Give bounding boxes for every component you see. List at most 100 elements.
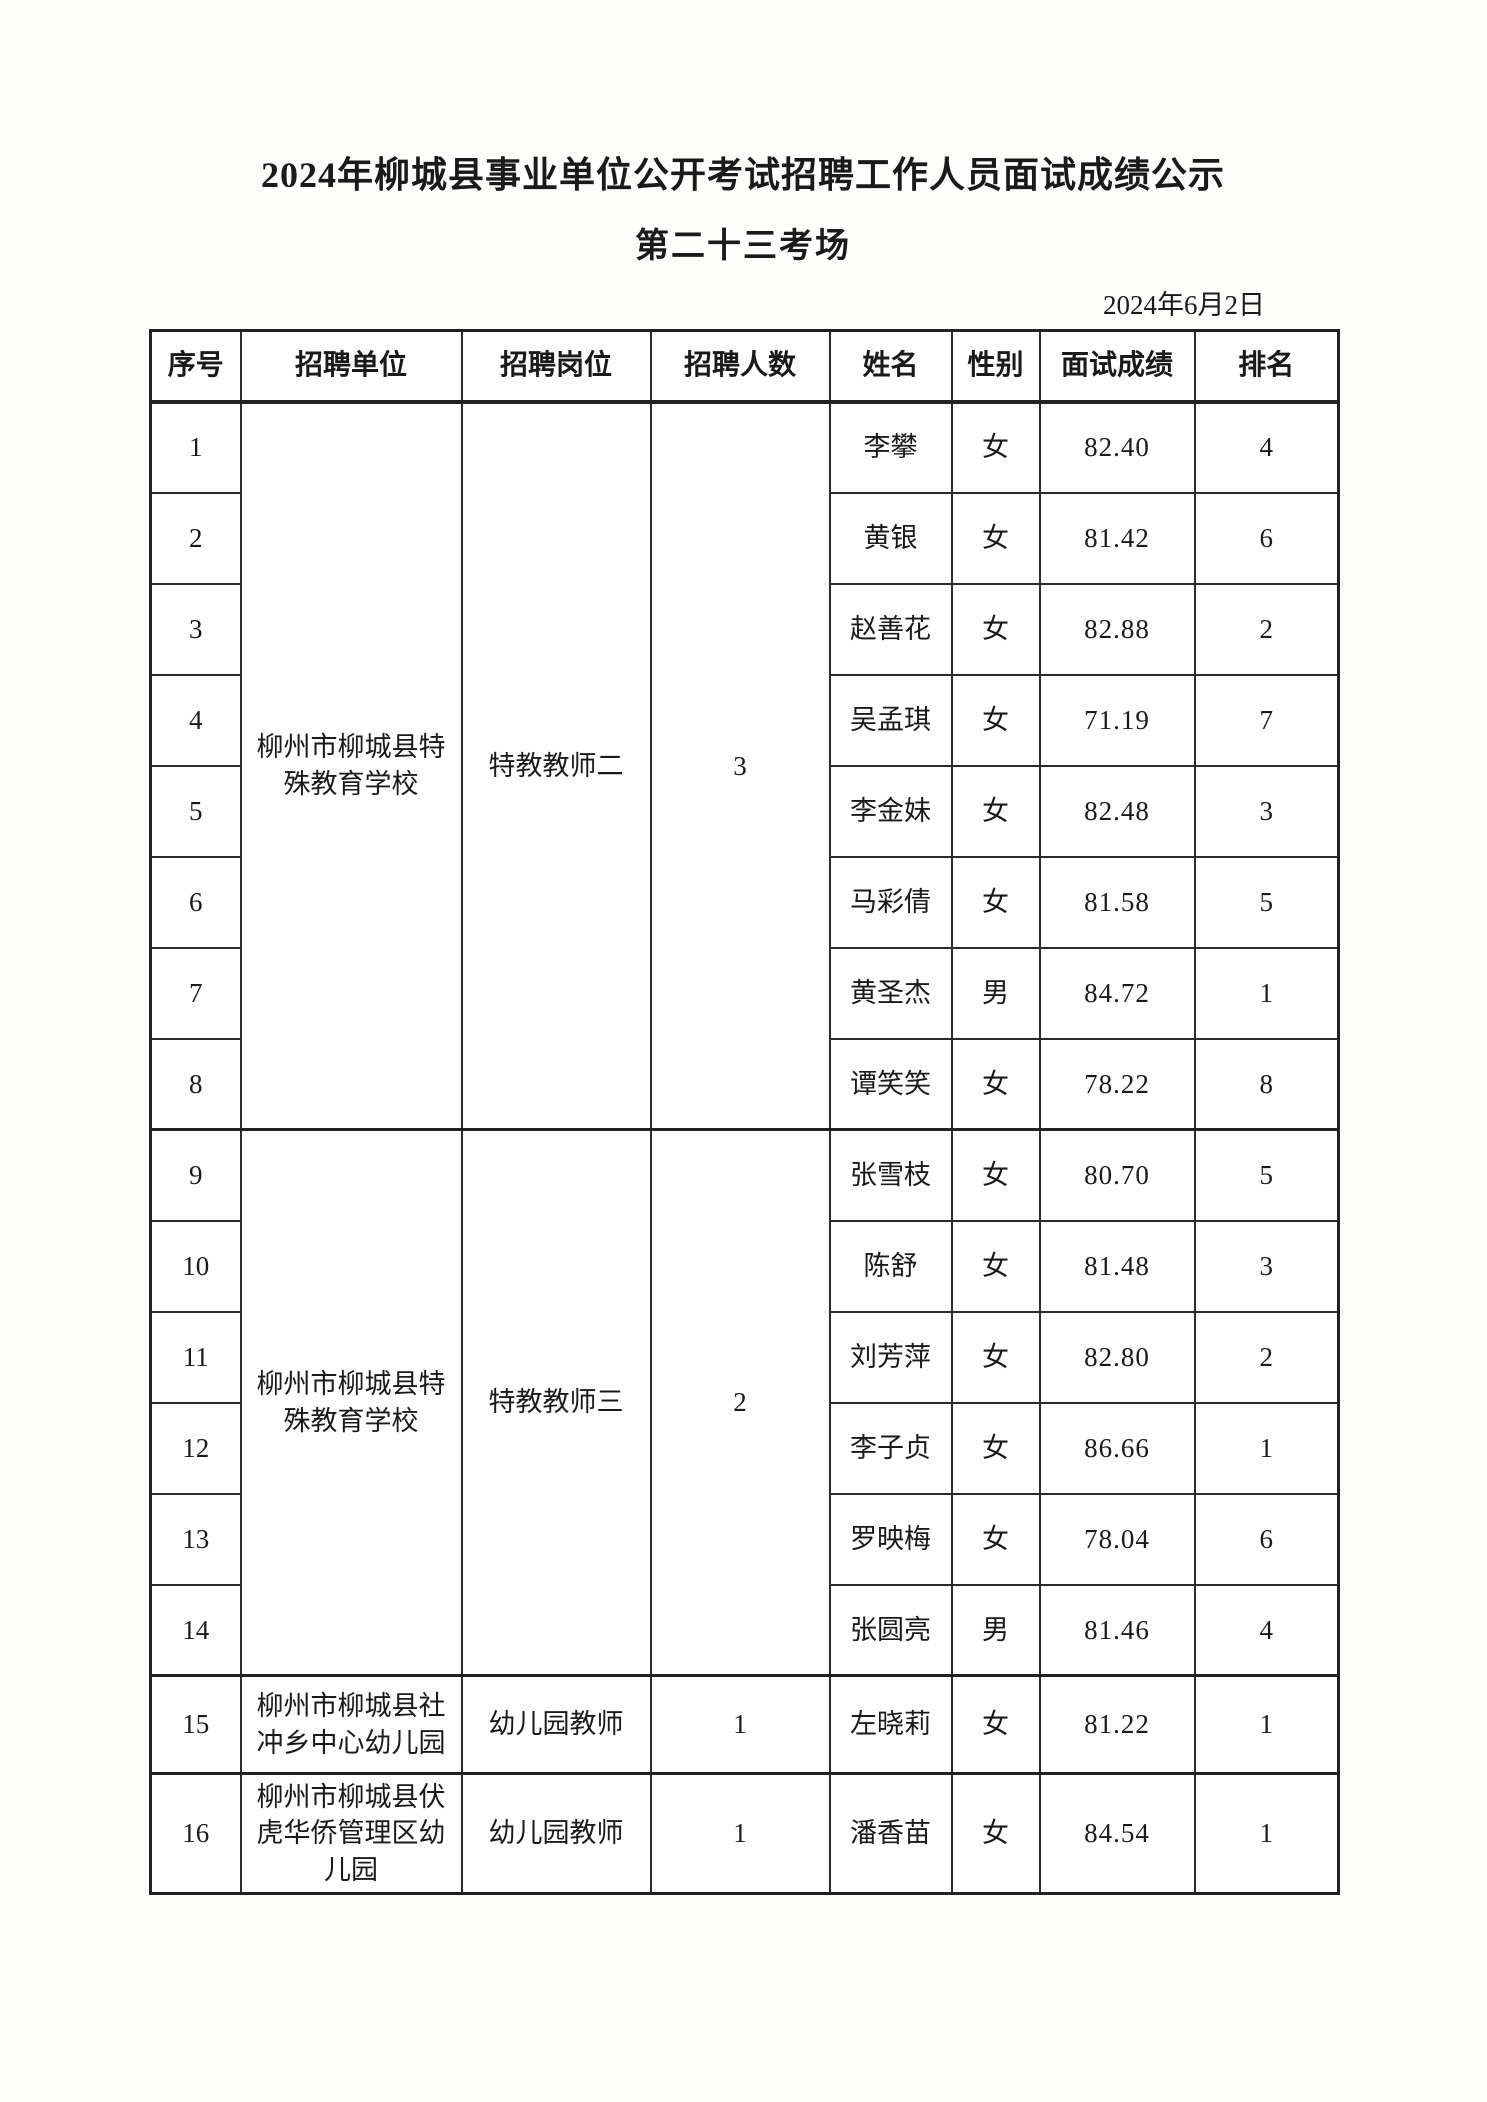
- cell-position-group2: 特教教师三: [460, 1128, 652, 1677]
- header-unit: 招聘单位: [239, 329, 463, 404]
- cell-position-group4: 幼儿园教师: [460, 1771, 652, 1895]
- page-subtitle: 第二十三考场: [635, 228, 851, 265]
- cell-name: 马彩倩: [828, 855, 953, 949]
- table-row: 14 张圆亮 男 81.46 4: [149, 1583, 1340, 1677]
- cell-rank: 8: [1193, 1037, 1340, 1131]
- cell-name: 李子贞: [828, 1401, 953, 1495]
- cell-name: 左晓莉: [828, 1674, 953, 1775]
- cell-gender: 女: [950, 582, 1041, 676]
- cell-rank: 1: [1193, 1401, 1340, 1495]
- cell-name: 陈舒: [828, 1219, 953, 1313]
- cell-name: 刘芳萍: [828, 1310, 953, 1404]
- header-name: 姓名: [828, 329, 953, 404]
- header-count: 招聘人数: [649, 329, 831, 404]
- cell-score: 84.72: [1038, 946, 1196, 1040]
- cell-seq: 5: [149, 764, 242, 858]
- table-row: 8 谭笑笑 女 78.22 8: [149, 1037, 1340, 1131]
- cell-rank: 2: [1193, 582, 1340, 676]
- cell-count-group3: 1: [649, 1674, 831, 1775]
- cell-gender: 女: [950, 673, 1041, 767]
- table-row: 4 吴孟琪 女 71.19 7: [149, 673, 1340, 767]
- cell-position-group1: 特教教师二: [460, 400, 652, 1131]
- header-rank: 排名: [1193, 329, 1340, 404]
- cell-score: 82.80: [1038, 1310, 1196, 1404]
- cell-seq: 11: [149, 1310, 242, 1404]
- cell-score: 81.46: [1038, 1583, 1196, 1677]
- header-position: 招聘岗位: [460, 329, 652, 404]
- cell-unit-group1: 柳州市柳城县特殊教育学校: [239, 400, 463, 1131]
- cell-count-group1: 3: [649, 400, 831, 1131]
- table-row: 9 柳州市柳城县特殊教育学校 特教教师三 2 张雪枝 女 80.70 5: [149, 1128, 1340, 1677]
- cell-seq: 13: [149, 1492, 242, 1586]
- cell-rank: 6: [1193, 491, 1340, 585]
- cell-score: 81.22: [1038, 1674, 1196, 1775]
- cell-seq: 1: [149, 400, 242, 494]
- cell-rank: 4: [1193, 400, 1340, 494]
- cell-gender: 女: [950, 1771, 1041, 1895]
- table-header-row: 序号 招聘单位 招聘岗位 招聘人数 姓名 性别 面试成绩 排名: [149, 329, 1340, 404]
- cell-seq: 9: [149, 1128, 242, 1222]
- document-date: 2024年6月2日: [1103, 290, 1265, 320]
- cell-score: 71.19: [1038, 673, 1196, 767]
- cell-rank: 1: [1193, 1771, 1340, 1895]
- cell-name: 吴孟琪: [828, 673, 953, 767]
- cell-gender: 女: [950, 1310, 1041, 1404]
- cell-name: 李金妹: [828, 764, 953, 858]
- cell-score: 86.66: [1038, 1401, 1196, 1495]
- cell-rank: 3: [1193, 764, 1340, 858]
- table-row: 16 柳州市柳城县伏虎华侨管理区幼儿园 幼儿园教师 1 潘香苗 女 84.54 …: [149, 1771, 1340, 1895]
- cell-score: 81.58: [1038, 855, 1196, 949]
- cell-rank: 5: [1193, 1128, 1340, 1222]
- cell-rank: 2: [1193, 1310, 1340, 1404]
- cell-gender: 女: [950, 400, 1041, 494]
- cell-seq: 7: [149, 946, 242, 1040]
- cell-score: 82.48: [1038, 764, 1196, 858]
- cell-name: 李攀: [828, 400, 953, 494]
- table-row: 11 刘芳萍 女 82.80 2: [149, 1310, 1340, 1404]
- table-row: 3 赵善花 女 82.88 2: [149, 582, 1340, 676]
- cell-score: 78.04: [1038, 1492, 1196, 1586]
- page-title: 2024年柳城县事业单位公开考试招聘工作人员面试成绩公示: [260, 155, 1225, 195]
- cell-rank: 1: [1193, 946, 1340, 1040]
- table-row: 1 柳州市柳城县特殊教育学校 特教教师二 3 李攀 女 82.40 4: [149, 400, 1340, 1131]
- cell-score: 78.22: [1038, 1037, 1196, 1131]
- table-row: 6 马彩倩 女 81.58 5: [149, 855, 1340, 949]
- cell-seq: 2: [149, 491, 242, 585]
- cell-gender: 女: [950, 1492, 1041, 1586]
- table-row: 7 黄圣杰 男 84.72 1: [149, 946, 1340, 1040]
- cell-score: 81.48: [1038, 1219, 1196, 1313]
- cell-gender: 女: [950, 764, 1041, 858]
- cell-seq: 4: [149, 673, 242, 767]
- table-row: 2 黄银 女 81.42 6: [149, 491, 1340, 585]
- cell-unit-group3: 柳州市柳城县社冲乡中心幼儿园: [239, 1674, 463, 1775]
- cell-score: 82.40: [1038, 400, 1196, 494]
- cell-score: 84.54: [1038, 1771, 1196, 1895]
- cell-score: 80.70: [1038, 1128, 1196, 1222]
- table-row: 15 柳州市柳城县社冲乡中心幼儿园 幼儿园教师 1 左晓莉 女 81.22 1: [149, 1674, 1340, 1775]
- cell-name: 张圆亮: [828, 1583, 953, 1677]
- cell-rank: 3: [1193, 1219, 1340, 1313]
- score-table: 序号 招聘单位 招聘岗位 招聘人数 姓名 性别 面试成绩 排名 1 柳州市柳城县…: [149, 329, 1340, 1896]
- cell-name: 黄银: [828, 491, 953, 585]
- cell-gender: 女: [950, 491, 1041, 585]
- cell-name: 黄圣杰: [828, 946, 953, 1040]
- cell-seq: 12: [149, 1401, 242, 1495]
- cell-gender: 女: [950, 855, 1041, 949]
- cell-name: 罗映梅: [828, 1492, 953, 1586]
- header-seq: 序号: [149, 329, 242, 404]
- cell-name: 赵善花: [828, 582, 953, 676]
- cell-position-group3: 幼儿园教师: [460, 1674, 652, 1775]
- header-score: 面试成绩: [1038, 329, 1196, 404]
- cell-rank: 7: [1193, 673, 1340, 767]
- header-gender: 性别: [950, 329, 1041, 404]
- table-row: 5 李金妹 女 82.48 3: [149, 764, 1340, 858]
- cell-gender: 女: [950, 1674, 1041, 1775]
- cell-gender: 女: [950, 1128, 1041, 1222]
- cell-name: 潘香苗: [828, 1771, 953, 1895]
- cell-score: 82.88: [1038, 582, 1196, 676]
- cell-count-group4: 1: [649, 1771, 831, 1895]
- table-row: 12 李子贞 女 86.66 1: [149, 1401, 1340, 1495]
- cell-rank: 6: [1193, 1492, 1340, 1586]
- cell-rank: 1: [1193, 1674, 1340, 1775]
- cell-gender: 女: [950, 1037, 1041, 1131]
